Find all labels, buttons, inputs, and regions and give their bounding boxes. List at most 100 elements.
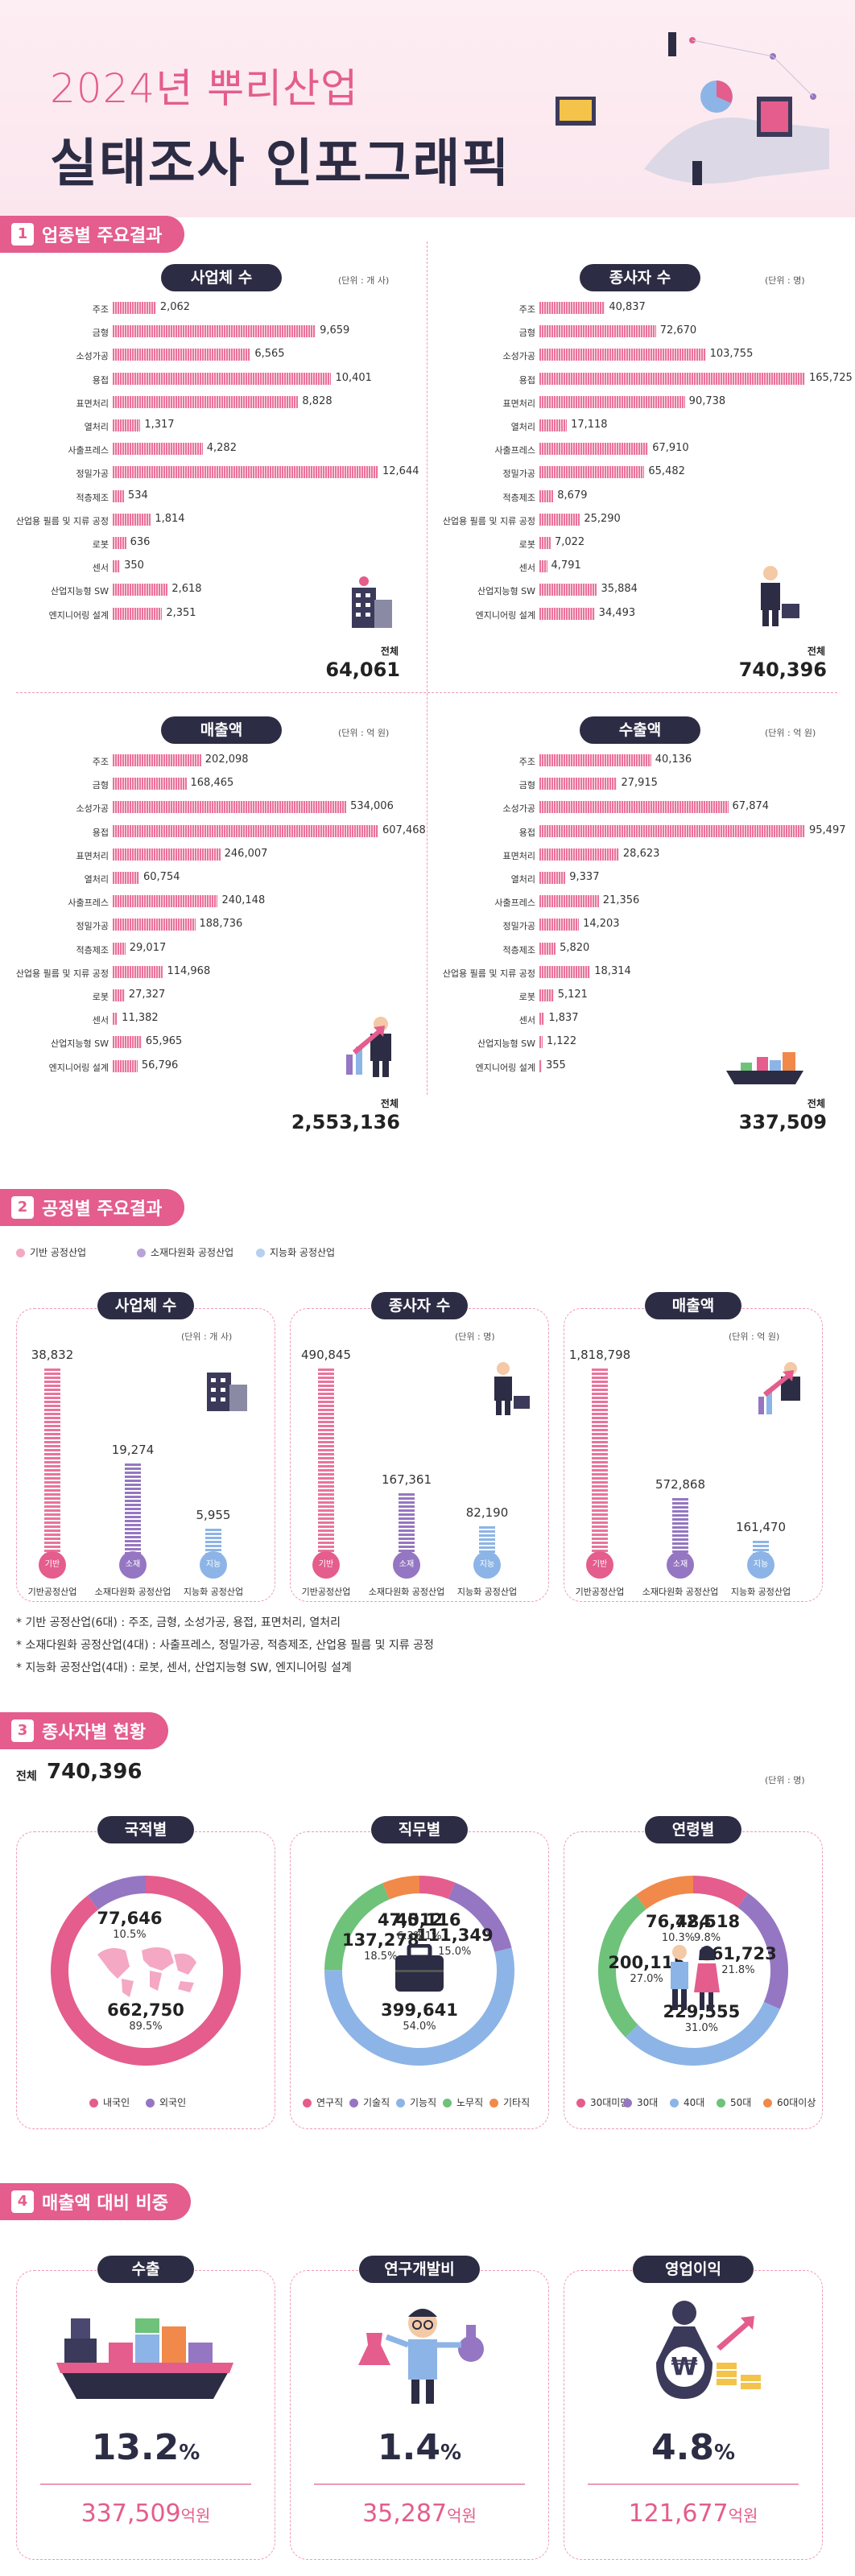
worker-icon xyxy=(487,1360,531,1420)
bar xyxy=(113,919,196,931)
donut-value: 45,116 xyxy=(395,1910,461,1930)
donut-value: 137,278 xyxy=(341,1930,419,1950)
bar-value: 90,738 xyxy=(688,394,726,407)
category-label: 열처리 xyxy=(84,874,109,885)
category-label: 엔지니어링 설계 xyxy=(475,1062,535,1073)
donut-title: 연령별 xyxy=(645,1816,741,1843)
donut-legend-item: 50대 xyxy=(717,2095,751,2109)
bar xyxy=(539,965,591,978)
process-bar-label: 기반공정산업 xyxy=(575,1587,625,1597)
bar-value: 21,356 xyxy=(602,894,640,907)
legend-dot xyxy=(89,2099,98,2107)
category-label: 산업지능형 SW xyxy=(51,1038,109,1050)
bar-value: 27,915 xyxy=(621,777,658,790)
bar xyxy=(113,443,203,456)
legend-label: 기술직 xyxy=(363,2097,390,2108)
bar xyxy=(113,872,139,884)
bar-value: 9,337 xyxy=(569,871,600,883)
workers-total-label: 전체 xyxy=(16,1770,37,1783)
bar xyxy=(539,824,805,837)
bar-value: 5,820 xyxy=(560,941,590,954)
section1-header: 1 업종별 주요결과 xyxy=(0,216,185,253)
bar-value: 14,203 xyxy=(583,918,620,931)
process-bar xyxy=(479,1525,495,1558)
section-title: 공정별 주요결과 xyxy=(42,1199,163,1220)
donut-legend-item: 노무직 xyxy=(443,2095,483,2109)
process-bar xyxy=(592,1368,608,1558)
category-label: 사출프레스 xyxy=(494,898,535,909)
bar xyxy=(113,965,163,978)
worker-icon xyxy=(753,564,801,631)
bar-value: 4,791 xyxy=(551,559,581,572)
process-bar-icon: 소재 xyxy=(119,1551,147,1579)
donut-pct: 21.8% xyxy=(721,1963,755,1976)
total-label: 전체 xyxy=(380,646,399,657)
category-label: 적층제조 xyxy=(502,944,535,956)
bar xyxy=(539,513,580,526)
bar xyxy=(539,537,551,549)
bar xyxy=(539,607,595,620)
donut-legend-item: 기술직 xyxy=(349,2095,390,2109)
bar xyxy=(113,801,347,814)
briefcase-icon xyxy=(395,1944,444,1992)
bar-value: 40,837 xyxy=(609,301,646,313)
process-bar-icon: 소재 xyxy=(667,1551,694,1579)
section2-header: 2 공정별 주요결과 xyxy=(0,1189,185,1226)
bar xyxy=(113,537,126,549)
bar-value: 607,468 xyxy=(382,824,426,836)
bar xyxy=(113,1013,118,1026)
bar-value: 2,618 xyxy=(171,583,202,596)
panel-title: 사업체 수 xyxy=(161,264,282,291)
process-bar-value: 19,274 xyxy=(111,1443,155,1458)
donut-legend-item: 40대 xyxy=(670,2095,704,2109)
category-label: 적층제조 xyxy=(76,492,109,503)
bar-value: 7,022 xyxy=(554,536,585,548)
donut-slice xyxy=(598,1894,646,2037)
donut-pct: 27.0% xyxy=(630,1972,663,1985)
donut-value: 76,484 xyxy=(645,1912,712,1932)
donut-chart xyxy=(51,1876,241,2066)
bar xyxy=(539,754,651,766)
category-label: 로봇 xyxy=(92,539,109,550)
bar-value: 27,327 xyxy=(128,989,166,1001)
category-label: 금형 xyxy=(518,780,535,791)
legend-dot xyxy=(763,2099,772,2107)
divider-vertical xyxy=(427,242,428,1095)
category-label: 산업용 필름 및 지류 공정 xyxy=(15,515,109,526)
category-label: 적층제조 xyxy=(76,944,109,956)
category-label: 소성가공 xyxy=(502,351,535,362)
category-label: 정밀가공 xyxy=(502,921,535,932)
category-label: 로봇 xyxy=(518,992,535,1002)
process-bar xyxy=(125,1463,141,1558)
donut-value: 47,012 xyxy=(377,1910,444,1930)
category-label: 주조 xyxy=(92,304,109,315)
process-bar-value: 161,470 xyxy=(735,1520,787,1535)
category-label: 소성가공 xyxy=(76,351,109,362)
bar xyxy=(113,848,221,861)
bar xyxy=(113,1059,138,1072)
bar-value: 10,401 xyxy=(335,371,372,384)
panel-unit: (단위 : 억 원) xyxy=(765,728,816,738)
donut-pct: 10.5% xyxy=(113,1929,147,1942)
category-label: 사출프레스 xyxy=(68,898,109,909)
category-label: 적층제조 xyxy=(502,492,535,503)
sales-man-icon xyxy=(345,1014,401,1082)
donut-pct: 6.3% xyxy=(396,1930,424,1943)
bar-value: 67,874 xyxy=(732,800,770,813)
bar xyxy=(113,302,156,314)
bar-value: 40,136 xyxy=(655,753,692,766)
donut-legend-item: 기타직 xyxy=(489,2095,530,2109)
category-label: 열처리 xyxy=(84,422,109,432)
donut-title: 직무별 xyxy=(371,1816,468,1843)
bar xyxy=(539,942,556,955)
bar-value: 6,565 xyxy=(254,348,285,361)
process-bar-icon: 기반 xyxy=(586,1551,613,1579)
bar xyxy=(539,302,605,314)
category-label: 사출프레스 xyxy=(494,445,535,456)
bar xyxy=(539,989,554,1001)
bar xyxy=(539,560,547,573)
bar-value: 5,121 xyxy=(557,989,588,1001)
bar xyxy=(113,607,163,620)
process-panel-title: 매출액 xyxy=(645,1292,741,1319)
donut-slice xyxy=(324,1883,390,1971)
